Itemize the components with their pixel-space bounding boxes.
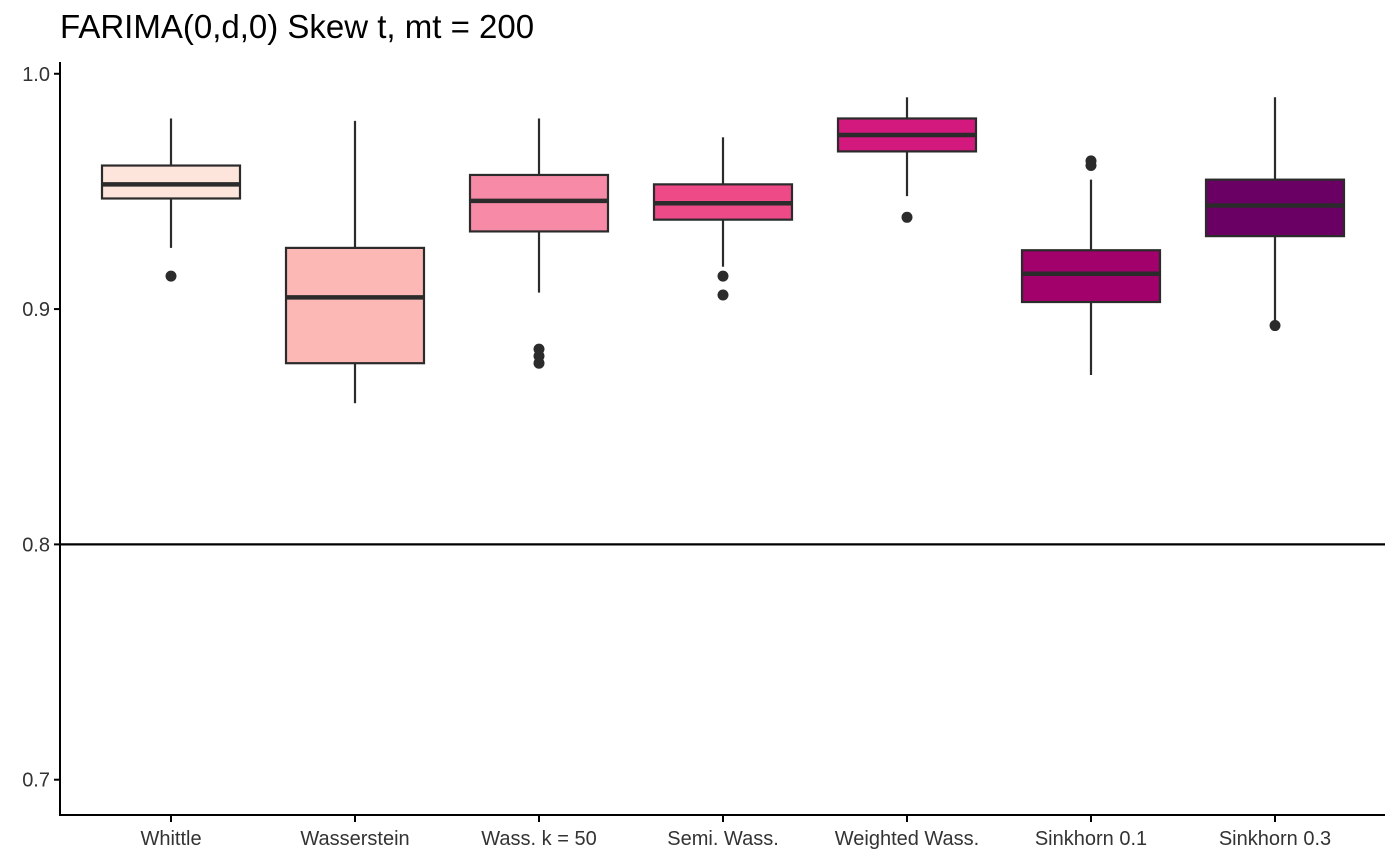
outlier-point <box>901 211 913 223</box>
chart-title: FARIMA(0,d,0) Skew t, mt = 200 <box>60 8 535 45</box>
box-iqr <box>1020 249 1162 304</box>
box-iqr <box>100 164 242 200</box>
x-tick-label: Weighted Wass. <box>835 828 980 850</box>
outlier-point <box>1269 320 1281 332</box>
x-tick-label: Semi. Wass. <box>667 828 779 850</box>
y-tick-label: 0.9 <box>22 299 50 321</box>
box-iqr <box>468 173 610 233</box>
x-tick-label: Wasserstein <box>300 828 409 850</box>
y-tick-label: 0.8 <box>22 534 50 556</box>
y-tick-label: 1.0 <box>22 64 50 86</box>
x-tick-label: Sinkhorn 0.3 <box>1219 828 1331 850</box>
box-iqr <box>1204 178 1346 238</box>
box-iqr <box>284 246 426 365</box>
outlier-point <box>165 270 177 282</box>
x-tick-label: Wass. k = 50 <box>481 828 596 850</box>
y-tick-label: 0.7 <box>22 770 50 792</box>
outlier-point <box>1085 160 1097 172</box>
x-tick-label: Sinkhorn 0.1 <box>1035 828 1147 850</box>
outlier-point <box>717 270 729 282</box>
outlier-point <box>717 289 729 301</box>
outlier-point <box>533 357 545 369</box>
x-tick-label: Whittle <box>140 828 201 850</box>
